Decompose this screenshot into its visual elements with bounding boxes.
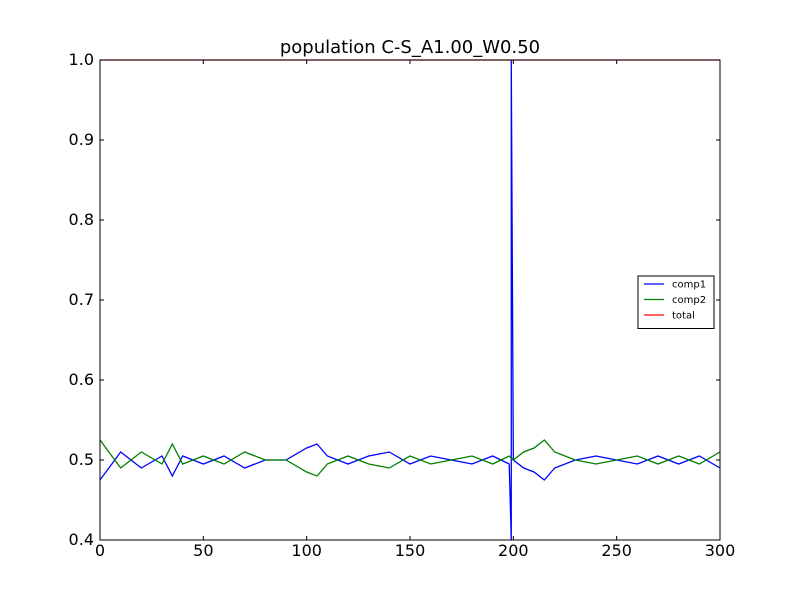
x-tick-label: 200 (498, 541, 529, 560)
y-axis-ticks: 0.4 0.5 0.6 0.7 0.8 0.9 1.0 (69, 50, 720, 549)
legend-label-comp1: comp1 (672, 280, 706, 291)
legend-label-comp2: comp2 (672, 295, 706, 306)
x-tick-label: 250 (601, 541, 632, 560)
y-tick-label: 0.4 (69, 530, 94, 549)
legend-label-total: total (672, 311, 695, 322)
y-tick-label: 0.9 (69, 130, 94, 149)
legend: comp1 comp2 total (637, 275, 715, 329)
y-tick-label: 0.5 (69, 450, 94, 469)
y-tick-label: 0.8 (69, 210, 94, 229)
legend-box (637, 275, 715, 329)
x-axis-ticks: 0 50 100 150 200 250 300 (95, 60, 735, 560)
plot-series (99, 59, 721, 541)
x-tick-label: 300 (705, 541, 736, 560)
series-line-comp1 (99, 59, 721, 541)
axes-frame (99, 59, 721, 541)
y-tick-label: 0.6 (69, 370, 94, 389)
x-tick-label: 100 (291, 541, 322, 560)
x-tick-label: 150 (395, 541, 426, 560)
x-tick-label: 0 (95, 541, 105, 560)
series-line-comp2 (99, 439, 721, 477)
chart-title: population C-S_A1.00_W0.50 (280, 37, 540, 58)
y-tick-label: 0.7 (69, 290, 94, 309)
y-tick-label: 1.0 (69, 50, 94, 69)
x-tick-label: 50 (193, 541, 213, 560)
